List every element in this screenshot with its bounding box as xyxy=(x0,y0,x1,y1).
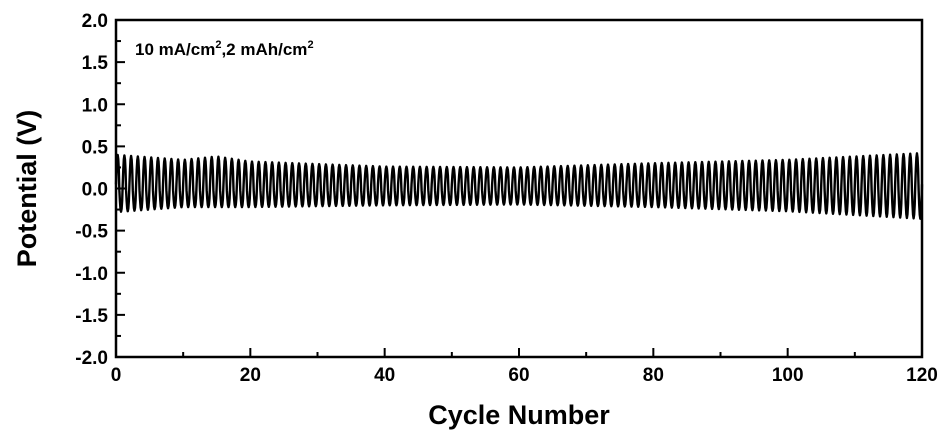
x-axis-title: Cycle Number xyxy=(428,400,610,430)
annotation: 10 mA/cm2,2 mAh/cm2 xyxy=(135,39,314,59)
y-tick-label: 0.5 xyxy=(82,137,109,158)
x-tick-label: 0 xyxy=(111,365,122,386)
x-tick-label: 120 xyxy=(906,365,938,386)
potential-series-line xyxy=(116,153,922,218)
x-tick-label: 20 xyxy=(240,365,261,386)
y-tick-label: -1.5 xyxy=(75,306,108,327)
y-tick-label: -2.0 xyxy=(75,348,108,369)
y-tick-label: -1.0 xyxy=(75,264,108,285)
y-tick-label: 1.5 xyxy=(82,53,109,74)
y-tick-label: 2.0 xyxy=(82,11,108,32)
y-axis-title: Potential (V) xyxy=(12,110,42,268)
x-tick-label: 40 xyxy=(374,365,395,386)
y-tick-label: 0.0 xyxy=(82,180,108,201)
x-tick-label: 80 xyxy=(643,365,664,386)
x-tick-label: 60 xyxy=(508,365,529,386)
y-tick-label: -0.5 xyxy=(75,222,108,243)
x-tick-label: 100 xyxy=(772,365,804,386)
plot-area xyxy=(116,153,922,218)
y-tick-label: 1.0 xyxy=(82,95,108,116)
